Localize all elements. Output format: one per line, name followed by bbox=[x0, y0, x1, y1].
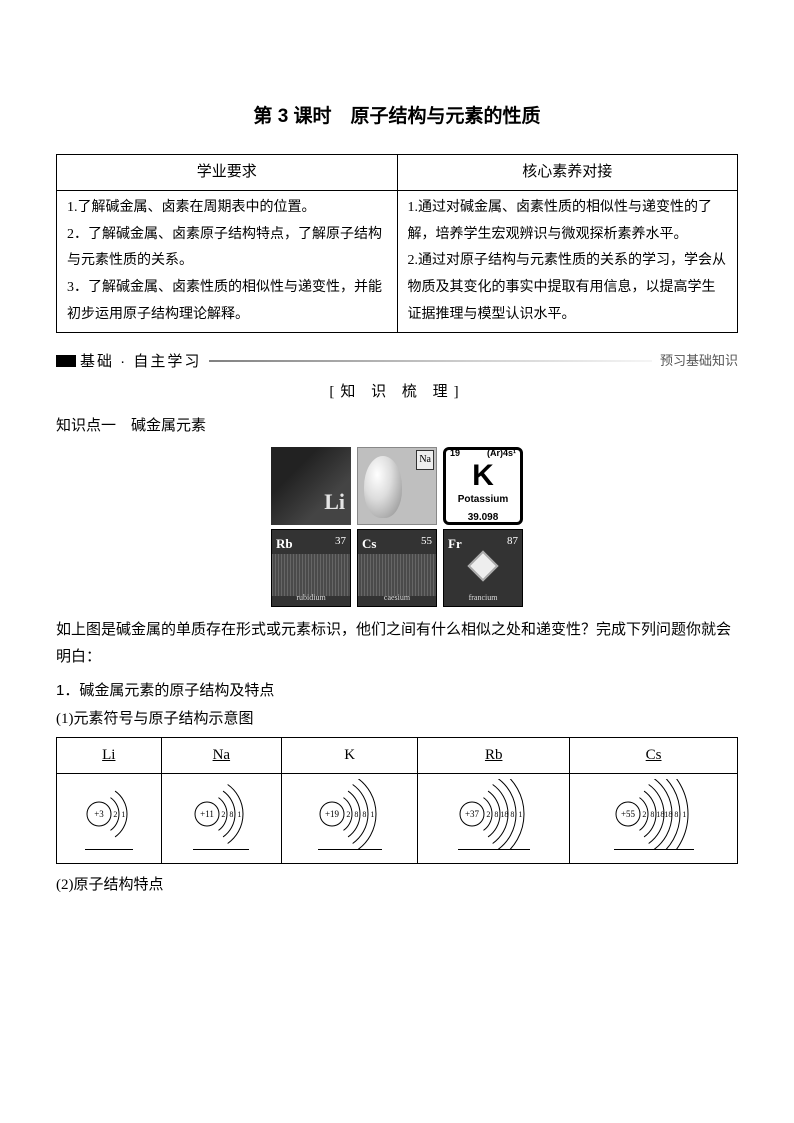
tile-na-symbol: Na bbox=[416, 450, 434, 470]
section-bar-right: 预习基础知识 bbox=[660, 349, 738, 372]
svg-text:8: 8 bbox=[674, 810, 678, 819]
tile-rb: 37 Rb rubidium bbox=[271, 529, 351, 607]
tile-fr-foot: francium bbox=[469, 591, 498, 605]
tile-rb-foot: rubidium bbox=[296, 591, 325, 605]
tile-k-mass: 39.098 bbox=[468, 509, 499, 527]
svg-text:1: 1 bbox=[238, 810, 242, 819]
svg-text:+11: +11 bbox=[200, 809, 214, 819]
atom-diagram: +11 281 bbox=[193, 779, 249, 849]
tile-rb-symbol: Rb bbox=[276, 532, 293, 555]
svg-text:8: 8 bbox=[362, 810, 366, 819]
tile-cs: 55 Cs caesium bbox=[357, 529, 437, 607]
tile-k-num: 19 bbox=[450, 445, 460, 461]
section-bar: 基础 · 自主学习 预习基础知识 bbox=[56, 347, 738, 375]
section-bar-divider bbox=[209, 360, 652, 362]
tile-k: 19(Ar)4s¹ K Potassium 39.098 bbox=[443, 447, 523, 525]
cell-k: +192881 bbox=[282, 774, 418, 864]
th-left: 学业要求 bbox=[57, 155, 398, 191]
element-image-grid: Li Na 19(Ar)4s¹ K Potassium 39.098 37 Rb… bbox=[56, 447, 738, 607]
atom-diagram: +37281881 bbox=[458, 779, 530, 849]
hazard-icon bbox=[467, 550, 498, 581]
svg-text:2: 2 bbox=[642, 810, 646, 819]
svg-text:2: 2 bbox=[113, 810, 117, 819]
point-1-1: (1)元素符号与原子结构示意图 bbox=[56, 706, 738, 733]
svg-text:18: 18 bbox=[656, 810, 664, 819]
point-1-2: (2)原子结构特点 bbox=[56, 872, 738, 899]
knowledge-sort-heading: [知 识 梳 理] bbox=[56, 379, 738, 406]
svg-text:+55: +55 bbox=[621, 809, 636, 819]
atomic-structure-table: Li Na K Rb Cs +321 +11281 +192881 +37281… bbox=[56, 737, 738, 864]
image-row-1: Li Na 19(Ar)4s¹ K Potassium 39.098 bbox=[56, 447, 738, 525]
th-na: Na bbox=[161, 738, 281, 774]
svg-text:1: 1 bbox=[682, 810, 686, 819]
image-row-2: 37 Rb rubidium 55 Cs caesium 87 Fr franc… bbox=[56, 529, 738, 607]
th-li: Li bbox=[57, 738, 162, 774]
th-right: 核心素养对接 bbox=[397, 155, 738, 191]
svg-text:8: 8 bbox=[510, 810, 514, 819]
svg-text:2: 2 bbox=[486, 810, 490, 819]
tile-fr-symbol: Fr bbox=[448, 532, 462, 555]
svg-text:1: 1 bbox=[121, 810, 125, 819]
svg-text:18: 18 bbox=[500, 810, 508, 819]
atom-diagram: +5528181881 bbox=[614, 779, 694, 849]
td-right: 1.通过对碱金属、卤素性质的相似性与递变性的了解，培养学生宏观辨识与微观探析素养… bbox=[397, 191, 738, 333]
cell-li: +3 21 bbox=[57, 774, 162, 864]
svg-text:+37: +37 bbox=[465, 809, 480, 819]
section-bar-label: 基础 · 自主学习 bbox=[80, 348, 201, 375]
tile-na: Na bbox=[357, 447, 437, 525]
svg-text:2: 2 bbox=[346, 810, 350, 819]
tile-rb-num: 37 bbox=[335, 532, 346, 552]
tile-k-big: K bbox=[472, 461, 494, 491]
svg-text:+3: +3 bbox=[94, 809, 104, 819]
point-1: 1．碱金属元素的原子结构及特点 bbox=[56, 677, 738, 704]
svg-text:2: 2 bbox=[222, 810, 226, 819]
th-k: K bbox=[282, 738, 418, 774]
svg-text:8: 8 bbox=[650, 810, 654, 819]
td-left: 1.了解碱金属、卤素在周期表中的位置。 2．了解碱金属、卤素原子结构特点，了解原… bbox=[57, 191, 398, 333]
svg-text:18: 18 bbox=[664, 810, 672, 819]
tile-fr-num: 87 bbox=[507, 532, 518, 552]
tile-fr: 87 Fr francium bbox=[443, 529, 523, 607]
tile-cs-foot: caesium bbox=[384, 591, 410, 605]
svg-text:+19: +19 bbox=[325, 809, 340, 819]
tile-cs-num: 55 bbox=[421, 532, 432, 552]
cell-rb: +37281881 bbox=[418, 774, 570, 864]
tile-li-symbol: Li bbox=[324, 482, 345, 522]
svg-text:1: 1 bbox=[370, 810, 374, 819]
svg-text:8: 8 bbox=[230, 810, 234, 819]
cell-na: +11 281 bbox=[161, 774, 281, 864]
knowledge-point-title: 知识点一 碱金属元素 bbox=[56, 412, 738, 439]
svg-text:8: 8 bbox=[494, 810, 498, 819]
atom-diagram: +3 21 bbox=[85, 779, 133, 849]
svg-text:8: 8 bbox=[354, 810, 358, 819]
requirements-table: 学业要求 核心素养对接 1.了解碱金属、卤素在周期表中的位置。 2．了解碱金属、… bbox=[56, 154, 738, 333]
intro-paragraph: 如上图是碱金属的单质存在形式或元素标识，他们之间有什么相似之处和递变性？完成下列… bbox=[56, 617, 738, 671]
atom-diagram: +192881 bbox=[318, 779, 382, 849]
tile-cs-symbol: Cs bbox=[362, 532, 376, 555]
table-header-row: Li Na K Rb Cs bbox=[57, 738, 738, 774]
cell-cs: +5528181881 bbox=[570, 774, 738, 864]
page-title: 第 3 课时 原子结构与元素的性质 bbox=[56, 100, 738, 134]
th-rb: Rb bbox=[418, 738, 570, 774]
th-cs: Cs bbox=[570, 738, 738, 774]
svg-text:1: 1 bbox=[518, 810, 522, 819]
section-bar-block bbox=[56, 355, 76, 367]
table-row: +321 +11281 +192881 +37281881 +552818188… bbox=[57, 774, 738, 864]
tile-k-name: Potassium bbox=[458, 491, 509, 509]
tile-li: Li bbox=[271, 447, 351, 525]
